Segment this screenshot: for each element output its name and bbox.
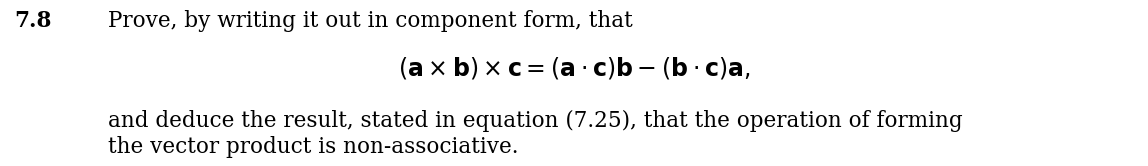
Text: the vector product is non-associative.: the vector product is non-associative. (108, 136, 519, 158)
Text: 7.8: 7.8 (14, 10, 52, 32)
Text: $(\mathbf{a} \times \mathbf{b}) \times \mathbf{c} = (\mathbf{a} \cdot \mathbf{c}: $(\mathbf{a} \times \mathbf{b}) \times \… (398, 55, 750, 81)
Text: and deduce the result, stated in equation (7.25), that the operation of forming: and deduce the result, stated in equatio… (108, 110, 963, 132)
Text: Prove, by writing it out in component form, that: Prove, by writing it out in component fo… (108, 10, 633, 32)
